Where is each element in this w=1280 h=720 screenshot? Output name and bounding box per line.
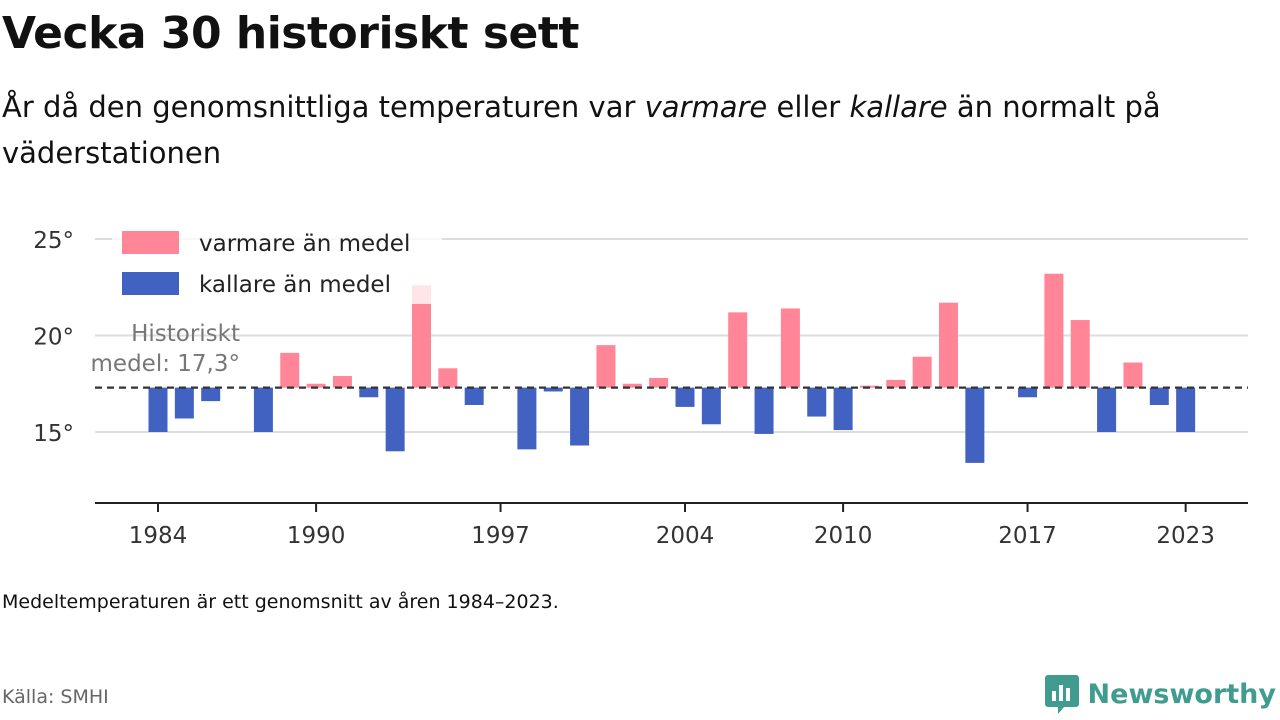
bar-cold	[675, 387, 695, 407]
x-tick-label: 2017	[998, 523, 1057, 549]
bar-warm	[939, 302, 958, 388]
bar-warm	[1123, 362, 1143, 388]
x-tick-label: 1984	[129, 523, 188, 549]
bar-warm	[886, 379, 906, 388]
subtitle-part: År då den genomsnittliga temperaturen va…	[2, 90, 645, 124]
bar-warm	[412, 285, 431, 388]
bar-warm	[622, 383, 642, 388]
x-tick-label: 1990	[287, 523, 346, 549]
bar-cold	[174, 387, 194, 419]
bar-cold	[807, 387, 827, 417]
temperature-bar-chart: 15° 20° 25° 1984 1990 1997 2004 2010 2017 2023 His…	[33, 228, 1248, 549]
brand-name: Newsworthy	[1087, 678, 1276, 710]
baseline-label: medel: 17,3°	[91, 351, 240, 377]
bar-cold	[965, 387, 985, 463]
bar-cold	[1149, 387, 1169, 405]
bar-cold	[517, 387, 537, 450]
bar-cold	[570, 387, 590, 446]
bar-cold	[1018, 387, 1038, 398]
y-tick-label: 25°	[33, 228, 74, 254]
bar-warm	[728, 312, 748, 388]
baseline-label: Historiskt	[131, 321, 240, 347]
legend-swatch-cold	[122, 272, 179, 295]
bar-cold	[701, 387, 721, 425]
newsworthy-logo: Newsworthy	[1044, 672, 1276, 716]
chart-note: Medeltemperaturen är ett genomsnitt av å…	[2, 591, 559, 613]
y-tick-label: 15°	[33, 421, 74, 447]
legend-swatch-warm	[122, 231, 179, 254]
bar-warm	[780, 308, 800, 388]
bar-cold	[1176, 387, 1196, 432]
bar-cold	[253, 387, 273, 432]
x-tick-label: 2010	[814, 523, 873, 549]
bar-warm	[1070, 320, 1090, 388]
y-tick-label: 20°	[33, 325, 74, 351]
bar-warm	[438, 368, 458, 388]
chart-title: Vecka 30 historiskt sett	[2, 8, 579, 59]
bar-cold	[543, 387, 563, 392]
bar-cold	[148, 387, 168, 432]
bar-warm	[332, 376, 352, 388]
bar-cold	[385, 387, 405, 452]
subtitle-part: eller	[767, 90, 850, 124]
bar-warm	[280, 352, 300, 388]
bar-cold	[754, 387, 774, 434]
newsworthy-logo-icon	[1044, 675, 1079, 714]
source-label: Källa: SMHI	[2, 686, 109, 708]
bar-cold	[1097, 387, 1117, 432]
bar-cold	[464, 387, 484, 405]
bar-cold	[359, 387, 379, 398]
x-tick-label: 2023	[1156, 523, 1215, 549]
bar-warm	[596, 345, 616, 388]
bar-cold	[201, 387, 221, 402]
bar-warm	[1044, 273, 1064, 388]
legend-label-cold: kallare än medel	[199, 272, 391, 298]
subtitle-emphasis-cold: kallare	[849, 90, 948, 124]
chart-subtitle: År då den genomsnittliga temperaturen va…	[2, 84, 1242, 176]
x-tick-label: 2004	[656, 523, 715, 549]
bar-warm	[912, 356, 932, 388]
subtitle-emphasis-warm: varmare	[644, 90, 768, 124]
bar-cold	[833, 387, 853, 431]
legend-label-warm: varmare än medel	[199, 231, 410, 257]
x-tick-label: 1997	[471, 523, 530, 549]
bar-warm	[306, 383, 326, 388]
subtitle-part: än normalt på väderstationen	[2, 90, 1161, 170]
bar-warm	[649, 377, 669, 388]
